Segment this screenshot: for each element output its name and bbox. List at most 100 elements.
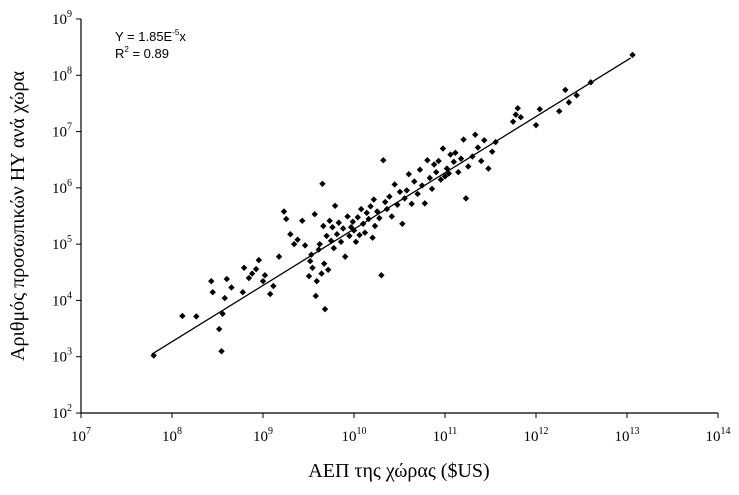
data-point (361, 229, 369, 236)
data-point (367, 203, 374, 210)
data-point (267, 290, 274, 298)
data-point (421, 200, 429, 207)
data-points (150, 51, 636, 359)
data-point (517, 114, 524, 121)
data-point (430, 161, 438, 168)
data-point (312, 292, 319, 300)
data-point (294, 236, 301, 243)
data-point (320, 260, 328, 267)
data-point (481, 137, 488, 144)
data-point (309, 264, 316, 271)
x-tick-label: 108 (162, 426, 182, 445)
y-tick-label: 102 (52, 403, 72, 422)
y-axis-ticks: 102 103 104 105 106 107 108 109 (52, 9, 81, 422)
data-point (371, 222, 379, 230)
data-point (399, 220, 406, 227)
data-point (418, 182, 426, 189)
data-point (474, 144, 482, 151)
data-point (536, 105, 543, 113)
data-point (239, 289, 247, 296)
data-point (350, 227, 358, 234)
plot-frame (80, 19, 718, 414)
x-axis-ticks: 107 108 109 1010 1011 1012 1013 1014 (71, 413, 731, 445)
equation-label: Y = 1.85E-5x (115, 28, 186, 44)
data-point (562, 86, 569, 94)
data-point (378, 272, 385, 279)
data-point (411, 178, 418, 185)
data-point (358, 205, 365, 213)
data-point (457, 155, 465, 162)
data-point (403, 187, 410, 194)
data-point (352, 238, 360, 246)
y-tick-label: 107 (52, 122, 72, 141)
data-point (221, 294, 228, 302)
y-tick-label: 105 (52, 234, 72, 253)
data-point (346, 232, 353, 240)
data-point (509, 118, 517, 125)
data-point (333, 231, 341, 238)
data-point (349, 218, 356, 225)
data-point (290, 240, 298, 248)
trend-line (151, 57, 632, 355)
data-point (435, 157, 442, 165)
x-tick-label: 109 (253, 426, 273, 445)
data-point (437, 176, 445, 183)
data-point (331, 202, 339, 209)
data-point (261, 272, 269, 279)
data-point (532, 121, 540, 129)
data-point (512, 111, 520, 118)
data-point (450, 158, 458, 166)
data-point (313, 277, 320, 285)
data-point (462, 195, 470, 202)
data-point (376, 214, 383, 222)
data-point (573, 92, 580, 99)
x-tick-label: 1014 (706, 426, 731, 445)
data-point (215, 325, 223, 333)
data-point (219, 310, 226, 317)
data-point (629, 51, 636, 59)
data-point (223, 275, 230, 283)
data-point (386, 193, 393, 200)
data-point (439, 145, 447, 152)
data-point (396, 188, 404, 196)
data-point (337, 238, 345, 246)
data-point (301, 242, 309, 249)
data-point (369, 234, 376, 241)
data-point (381, 198, 389, 206)
data-point (432, 168, 440, 176)
y-tick-label: 109 (52, 9, 72, 28)
data-point (305, 272, 313, 280)
data-point (380, 157, 387, 164)
y-tick-label: 103 (52, 347, 72, 366)
data-point (319, 180, 326, 188)
data-point (460, 136, 467, 143)
data-point (485, 165, 492, 172)
data-point (441, 173, 449, 180)
data-point (323, 232, 330, 240)
data-point (245, 274, 253, 282)
data-point (315, 246, 322, 253)
data-point (193, 313, 200, 320)
data-point (324, 266, 332, 274)
data-point (283, 215, 290, 223)
data-point (311, 211, 318, 218)
data-point (478, 157, 485, 165)
data-point (370, 196, 377, 203)
data-point (150, 352, 157, 359)
data-point (326, 217, 333, 224)
data-point (218, 348, 225, 355)
x-axis-title: ΑΕΠ της χώρας ($US) (308, 460, 489, 482)
x-tick-label: 107 (71, 426, 91, 445)
data-point (330, 244, 338, 252)
data-point (363, 209, 370, 217)
data-point (329, 223, 336, 231)
data-point (424, 157, 431, 164)
data-point (565, 99, 573, 106)
data-point (388, 213, 395, 220)
data-point (455, 168, 462, 176)
data-point (488, 148, 496, 155)
data-point (344, 213, 351, 220)
data-point (428, 185, 436, 193)
y-tick-label: 104 (52, 290, 72, 309)
data-point (341, 253, 349, 260)
